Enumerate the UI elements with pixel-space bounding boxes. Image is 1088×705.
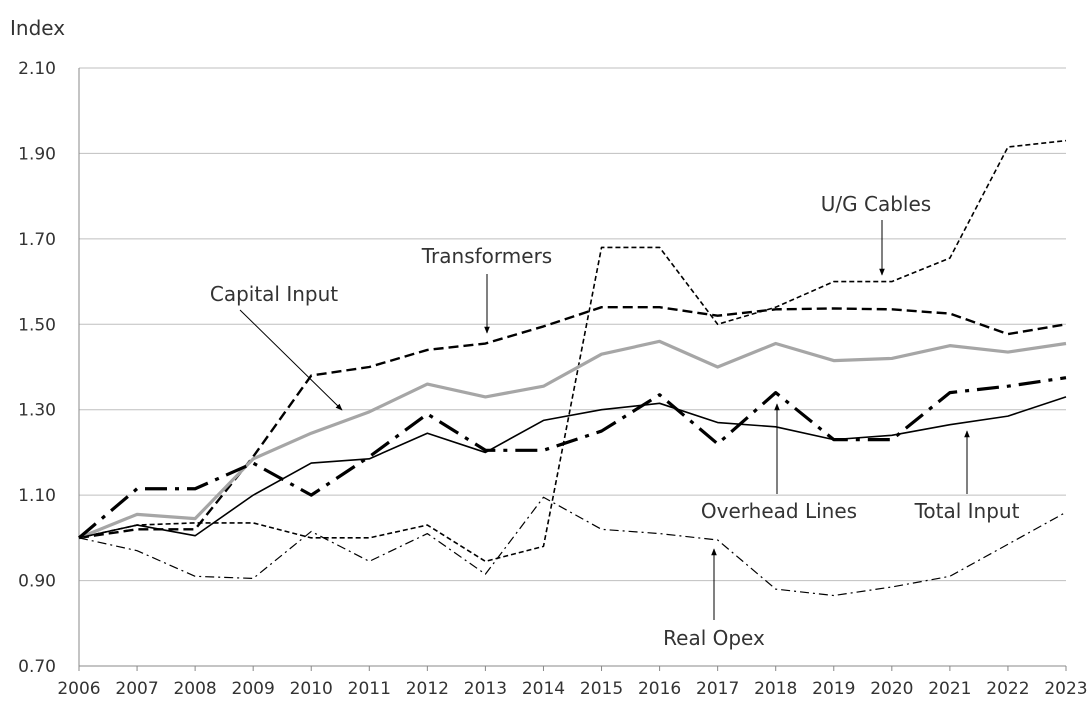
x-tick-label: 2010: [290, 679, 333, 699]
x-tick-label: 2021: [928, 679, 971, 699]
series-label: Real Opex: [663, 626, 765, 650]
y-tick-label: 0.90: [18, 572, 56, 592]
series-line: [78, 396, 1067, 539]
x-tick-label: 2007: [115, 679, 158, 699]
y-tick-label: 1.70: [18, 230, 56, 250]
y-tick-label: 1.50: [18, 315, 56, 335]
x-tick-label: 2011: [348, 679, 391, 699]
x-tick-label: 2009: [232, 679, 275, 699]
y-axis-label: Index: [10, 16, 65, 40]
y-tick-label: 1.30: [18, 401, 56, 421]
x-tick-label: 2013: [464, 679, 507, 699]
y-tick-label: 1.90: [18, 144, 56, 164]
series-line: [77, 376, 1067, 540]
x-tick-label: 2008: [173, 679, 216, 699]
series-line: [78, 306, 1067, 540]
x-tick-label: 2022: [986, 679, 1029, 699]
x-tick-label: 2018: [754, 679, 797, 699]
x-tick-label: 2023: [1044, 679, 1087, 699]
x-tick-label: 2012: [406, 679, 449, 699]
y-tick-label: 1.10: [18, 486, 56, 506]
series-line: [78, 496, 1067, 597]
series-label: U/G Cables: [821, 192, 931, 216]
x-tick-label: 2015: [580, 679, 623, 699]
y-tick-label: 0.70: [18, 657, 56, 677]
series-label: Capital Input: [210, 282, 338, 306]
x-tick-label: 2020: [870, 679, 913, 699]
label-arrow: [239, 309, 343, 411]
x-tick-label: 2017: [696, 679, 739, 699]
x-tick-label: 2014: [522, 679, 565, 699]
series-label: Transformers: [421, 244, 552, 268]
x-tick-label: 2006: [57, 679, 100, 699]
series-label: Total Input: [914, 499, 1020, 523]
x-tick-label: 2019: [812, 679, 855, 699]
series-label: Overhead Lines: [701, 499, 857, 523]
series-line: [78, 139, 1067, 563]
x-tick-label: 2016: [638, 679, 681, 699]
y-tick-label: 2.10: [18, 59, 56, 79]
